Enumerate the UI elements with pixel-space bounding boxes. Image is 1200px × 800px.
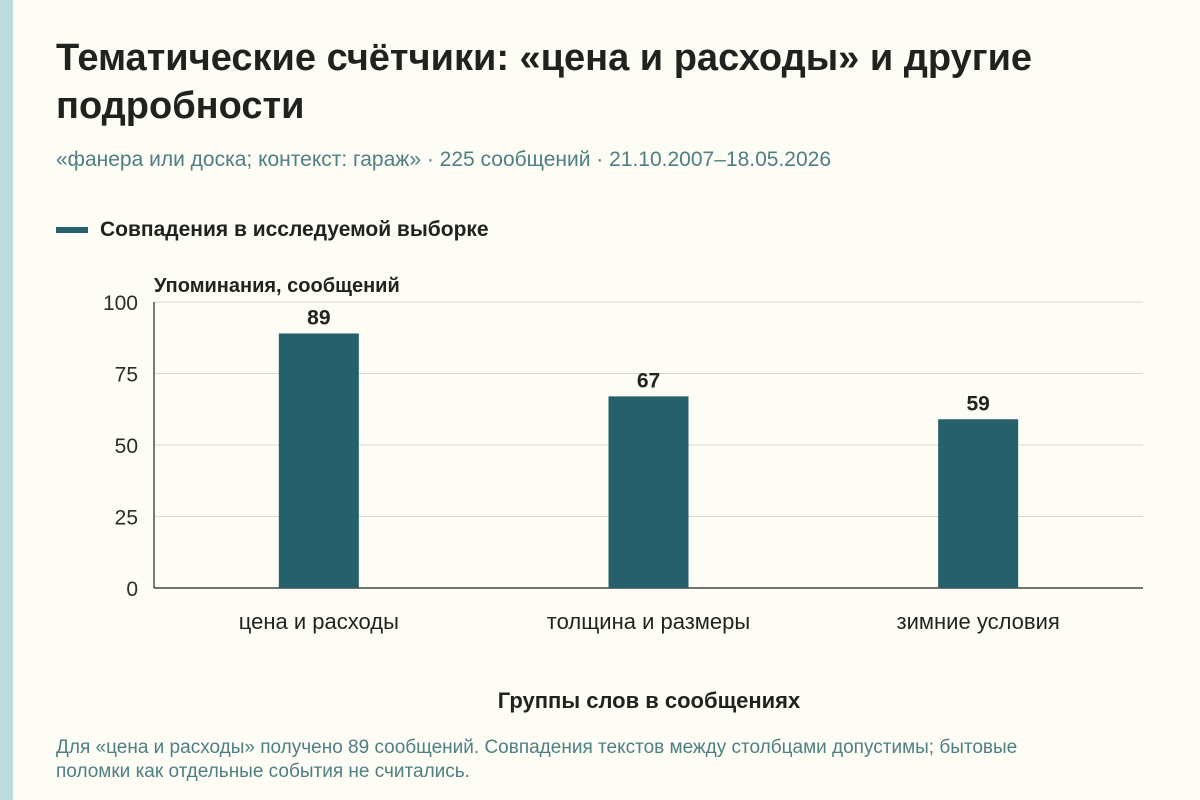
legend: Совпадения в исследуемой выборке	[56, 218, 489, 242]
category-labels: цена и расходы толщина и размеры зимние ус…	[239, 609, 1060, 634]
y-tick-label: 0	[126, 578, 138, 601]
x-axis-label: Группы слов в сообщениях	[498, 688, 801, 713]
bar-value-label: 67	[637, 369, 660, 392]
y-tick-label: 25	[115, 507, 138, 530]
bar	[938, 419, 1019, 588]
category-label: толщина и размеры	[547, 609, 750, 634]
bars	[278, 333, 1019, 588]
chart-caption: Для «цена и расходы» получено 89 сообщен…	[56, 737, 1018, 782]
y-tick-label: 75	[115, 364, 138, 387]
chart-title: Тематические счётчики: «цена и расходы» …	[56, 37, 1033, 127]
bar-value-label: 89	[307, 306, 330, 329]
legend-label: Совпадения в исследуемой выборке	[100, 218, 489, 241]
y-tick-labels: 0 25 50 75 100	[103, 292, 138, 601]
bar	[278, 333, 359, 588]
left-accent-stripe	[0, 0, 13, 800]
y-axis-label: Упоминания, сообщений	[154, 275, 400, 297]
y-tick-label: 50	[115, 435, 138, 458]
bar	[608, 396, 689, 588]
category-label: зимние условия	[897, 609, 1060, 634]
data-labels: 89 67 59	[307, 306, 990, 415]
legend-swatch	[56, 227, 88, 233]
bar-value-label: 59	[966, 392, 989, 415]
chart-subtitle: «фанера или доска; контекст: гараж» · 22…	[56, 148, 832, 171]
y-tick-label: 100	[103, 292, 138, 315]
category-label: цена и расходы	[239, 609, 399, 634]
